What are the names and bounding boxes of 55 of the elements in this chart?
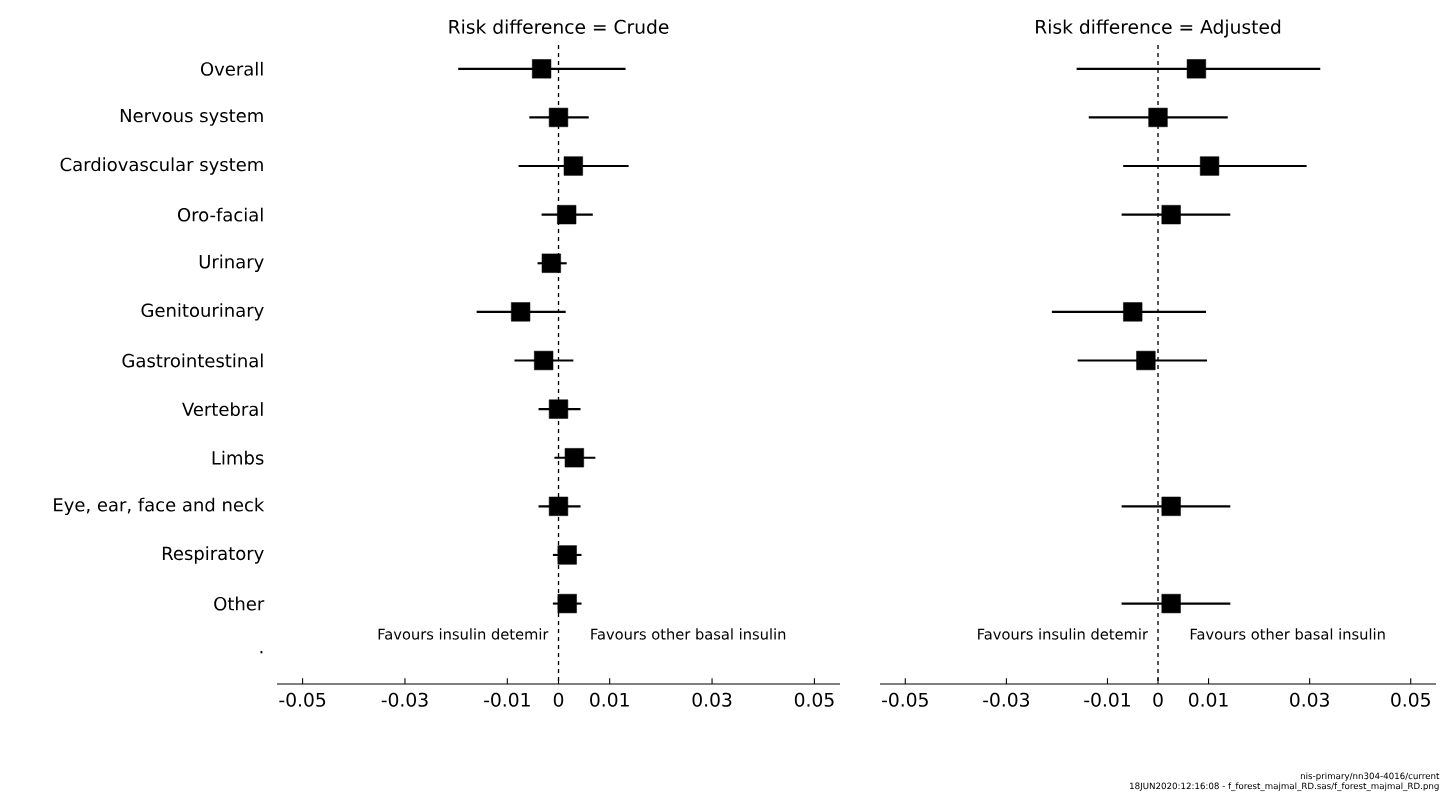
y-tick-label: Nervous system <box>120 108 263 126</box>
point <box>563 156 583 176</box>
x-tick-label: -0.03 <box>983 692 1030 707</box>
y-tick-label: Respiratory <box>162 546 264 564</box>
y-tick-label: . <box>260 651 263 654</box>
annotation: Favours insulin detemir <box>378 628 549 640</box>
point <box>548 107 569 128</box>
y-tick-label: Oro-facial <box>177 207 263 222</box>
x-tick-label: -0.01 <box>484 692 530 707</box>
point <box>548 399 569 419</box>
text: 18JUN2020:12:16:08 - f_forest_majmal_RD.sas/f_forest_majmal_RD.png <box>1130 782 1439 792</box>
x-tick-label: 0.01 <box>1189 692 1228 707</box>
x-tick-label: -0.05 <box>279 692 326 707</box>
chart-title: Risk difference = Crude <box>449 19 669 34</box>
x-tick-label: 0 <box>1153 692 1163 707</box>
x-tick-label: 0.05 <box>1391 692 1430 707</box>
x-tick-label: 0.05 <box>794 692 834 707</box>
y-tick-label: Limbs <box>212 450 264 465</box>
x-tick-label: 0.01 <box>590 692 629 707</box>
point <box>548 496 569 516</box>
point <box>564 448 584 468</box>
y-tick-label: Vertebral <box>182 402 263 417</box>
point <box>1199 156 1220 176</box>
point <box>1123 302 1143 322</box>
annotation: Favours insulin detemir <box>978 628 1148 640</box>
point <box>511 302 531 322</box>
point <box>1186 59 1207 79</box>
point <box>1148 107 1168 128</box>
point <box>1161 205 1181 225</box>
point <box>1161 496 1181 516</box>
point <box>1161 593 1181 614</box>
x-tick-label: 0.03 <box>1290 692 1329 707</box>
chart-title: Risk difference = Adjusted <box>1036 19 1281 38</box>
x-tick-label: -0.03 <box>381 692 428 707</box>
y-tick-label: Other <box>214 596 265 611</box>
y-tick-label: Cardiovascular system <box>60 157 263 175</box>
y-tick-label: Gastrointestinal <box>122 353 263 368</box>
annotation: Favours other basal insulin <box>591 628 786 640</box>
x-tick-label: 0.03 <box>692 692 732 707</box>
x-tick-label: -0.01 <box>1084 692 1130 707</box>
point <box>532 59 552 79</box>
x-tick-label: 0 <box>553 692 564 707</box>
y-tick-label: Overall <box>200 61 263 76</box>
point <box>557 205 577 225</box>
annotation: Favours other basal insulin <box>1190 628 1385 640</box>
text: nis-primary/nn304-4016/current <box>1300 772 1440 781</box>
y-tick-label: Eye, ear, face and neck <box>54 497 265 516</box>
point <box>541 253 561 273</box>
point <box>1136 350 1156 371</box>
point <box>557 545 577 565</box>
point <box>534 350 554 371</box>
x-tick-label: -0.05 <box>882 692 928 707</box>
y-tick-label: Genitourinary <box>141 303 264 321</box>
point <box>557 593 577 614</box>
y-tick-label: Urinary <box>199 254 264 272</box>
